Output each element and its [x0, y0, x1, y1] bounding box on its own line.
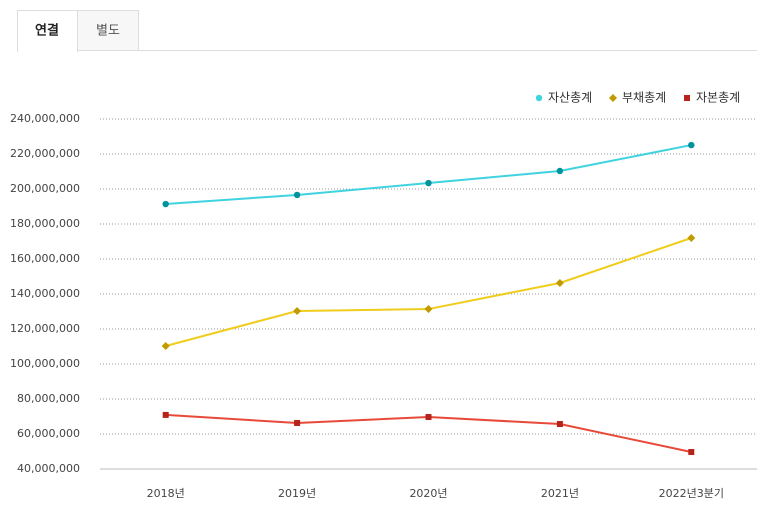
legend-marker — [609, 94, 617, 102]
point — [556, 421, 563, 428]
x-tick-label: 2021년 — [541, 487, 579, 500]
series-line — [165, 413, 692, 454]
point — [162, 200, 169, 208]
point — [293, 191, 301, 199]
y-tick-label: 60,000,000 — [17, 427, 80, 440]
point — [294, 419, 301, 426]
y-tick-label: 120,000,000 — [10, 322, 80, 335]
y-tick-label: 140,000,000 — [10, 287, 80, 300]
y-tick-label: 220,000,000 — [10, 147, 80, 160]
y-tick-label: 40,000,000 — [17, 462, 80, 475]
x-tick-label: 2020년 — [409, 487, 447, 500]
point — [556, 167, 564, 175]
y-tick-label: 180,000,000 — [10, 217, 80, 230]
y-tick-label: 80,000,000 — [17, 392, 80, 405]
legend-marker — [684, 95, 690, 101]
y-tick-label: 160,000,000 — [10, 252, 80, 265]
point — [688, 141, 695, 149]
legend-marker — [535, 94, 543, 102]
point — [555, 278, 564, 287]
point — [687, 234, 696, 242]
point — [162, 411, 169, 418]
point — [425, 179, 432, 187]
point — [293, 306, 302, 315]
tab-label[interactable]: 별도 — [96, 24, 120, 39]
y-tick-label: 240,000,000 — [10, 112, 80, 125]
legend-label: 자산총계 — [548, 91, 592, 105]
x-tick-label: 2019년 — [278, 487, 316, 500]
legend-label: 부채총계 — [622, 91, 666, 105]
point — [161, 341, 170, 350]
tab-active-gap — [18, 48, 77, 52]
point — [688, 449, 695, 456]
x-tick-label: 2022년3분기 — [659, 487, 724, 500]
series-line — [165, 237, 692, 347]
tab[interactable] — [77, 10, 139, 51]
x-tick-label: 2018년 — [147, 487, 185, 500]
y-tick-label: 200,000,000 — [10, 182, 80, 195]
point — [425, 414, 432, 421]
legend-label: 자본총계 — [696, 91, 740, 105]
point — [424, 305, 433, 314]
tab-label[interactable]: 연결 — [35, 23, 59, 39]
y-tick-label: 100,000,000 — [10, 357, 80, 370]
